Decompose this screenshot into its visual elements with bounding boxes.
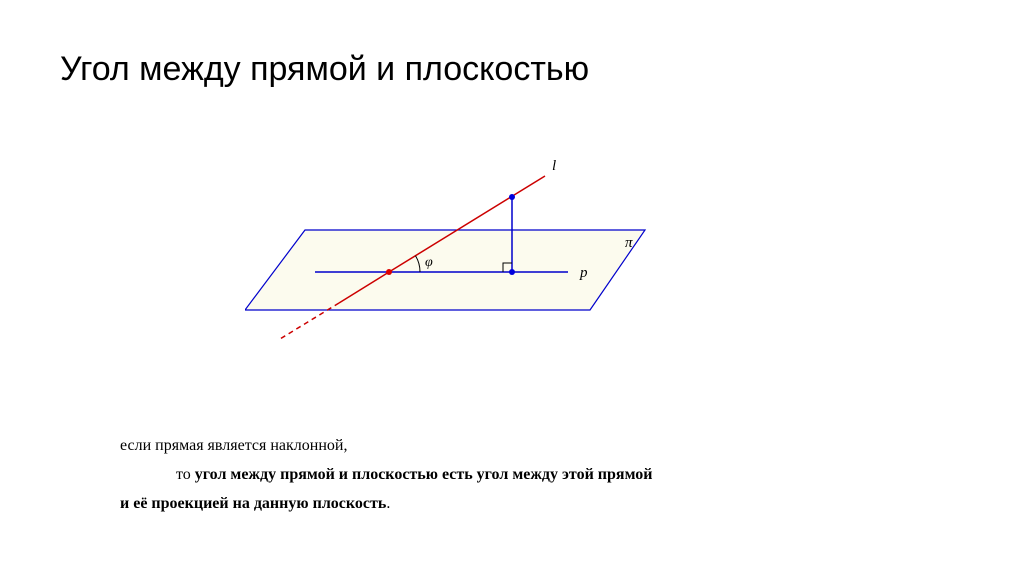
caption-line-3: и её проекцией на данную плоскость. (120, 490, 904, 519)
caption-text: если прямая является наклонной, то угол … (120, 432, 904, 518)
caption-line3-suffix: . (386, 495, 390, 512)
svg-text:φ: φ (425, 255, 433, 270)
caption-line2-prefix: то (176, 466, 195, 483)
caption-line-2: то угол между прямой и плоскостью есть у… (120, 461, 904, 490)
svg-text:π: π (625, 235, 633, 251)
caption-line-1: если прямая является наклонной, (120, 432, 904, 461)
svg-text:p: p (579, 265, 588, 281)
caption-line2-bold: угол между прямой и плоскостью есть угол… (195, 466, 653, 483)
geometry-diagram: π l p φ (245, 150, 735, 390)
page-title: Угол между прямой и плоскостью (60, 50, 589, 89)
caption-line3-bold: и её проекцией на данную плоскость (120, 495, 386, 512)
svg-text:l: l (552, 158, 556, 174)
